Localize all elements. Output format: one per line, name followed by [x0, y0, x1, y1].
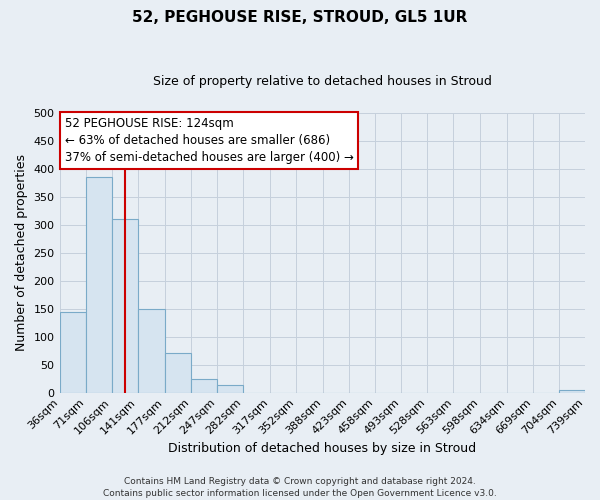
Bar [165, 354, 191, 393]
Text: Contains HM Land Registry data © Crown copyright and database right 2024.
Contai: Contains HM Land Registry data © Crown c… [103, 476, 497, 498]
Bar [112, 219, 138, 392]
Bar [138, 308, 165, 392]
Text: 52, PEGHOUSE RISE, STROUD, GL5 1UR: 52, PEGHOUSE RISE, STROUD, GL5 1UR [133, 10, 467, 25]
Title: Size of property relative to detached houses in Stroud: Size of property relative to detached ho… [153, 75, 492, 88]
X-axis label: Distribution of detached houses by size in Stroud: Distribution of detached houses by size … [168, 442, 476, 455]
Y-axis label: Number of detached properties: Number of detached properties [15, 154, 28, 351]
Bar [217, 386, 244, 392]
Bar [86, 177, 112, 392]
Bar [59, 312, 86, 392]
Bar [191, 378, 217, 392]
Text: 52 PEGHOUSE RISE: 124sqm
← 63% of detached houses are smaller (686)
37% of semi-: 52 PEGHOUSE RISE: 124sqm ← 63% of detach… [65, 117, 353, 164]
Bar [559, 390, 585, 392]
